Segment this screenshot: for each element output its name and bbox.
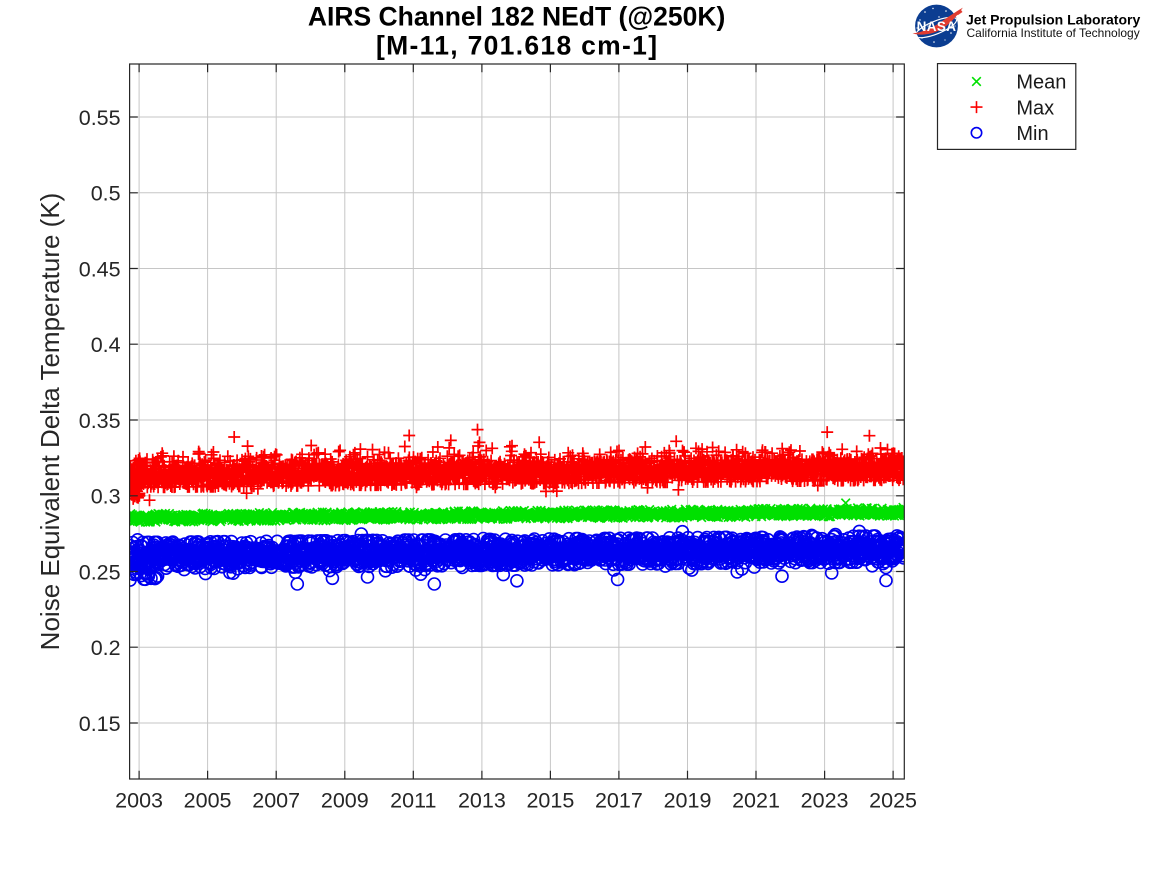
- svg-text:2021: 2021: [732, 789, 780, 813]
- svg-text:2011: 2011: [390, 789, 436, 813]
- svg-text:2007: 2007: [252, 789, 300, 813]
- svg-text:2009: 2009: [321, 789, 369, 813]
- svg-text:2019: 2019: [664, 789, 712, 813]
- svg-text:NASA: NASA: [917, 19, 957, 34]
- svg-text:0.35: 0.35: [79, 409, 121, 433]
- svg-text:0.3: 0.3: [91, 485, 121, 509]
- svg-text:2003: 2003: [115, 789, 163, 813]
- svg-text:Min: Min: [1016, 123, 1048, 145]
- svg-text:2023: 2023: [801, 789, 849, 813]
- svg-text:0.55: 0.55: [79, 106, 121, 130]
- svg-text:2015: 2015: [526, 789, 574, 813]
- svg-text:Jet Propulsion Laboratory: Jet Propulsion Laboratory: [966, 12, 1140, 28]
- svg-text:0.45: 0.45: [79, 257, 121, 281]
- svg-text:Mean: Mean: [1016, 72, 1066, 94]
- svg-text:[M-11, 701.618 cm-1]: [M-11, 701.618 cm-1]: [376, 31, 658, 61]
- svg-text:0.5: 0.5: [91, 182, 121, 206]
- svg-text:Noise Equivalent Delta Tempera: Noise Equivalent Delta Temperature (K): [35, 193, 65, 651]
- svg-text:0.4: 0.4: [91, 333, 121, 357]
- svg-text:2025: 2025: [869, 789, 917, 813]
- svg-text:2017: 2017: [595, 789, 643, 813]
- svg-text:California Institute of Techno: California Institute of Technology: [967, 26, 1140, 40]
- svg-text:Max: Max: [1016, 97, 1054, 119]
- svg-text:AIRS Channel 182 NEdT (@250K): AIRS Channel 182 NEdT (@250K): [308, 2, 726, 32]
- svg-text:2013: 2013: [458, 789, 506, 813]
- svg-text:0.2: 0.2: [91, 636, 121, 660]
- svg-text:2005: 2005: [184, 789, 232, 813]
- svg-text:0.15: 0.15: [79, 712, 121, 736]
- svg-text:0.25: 0.25: [79, 560, 121, 584]
